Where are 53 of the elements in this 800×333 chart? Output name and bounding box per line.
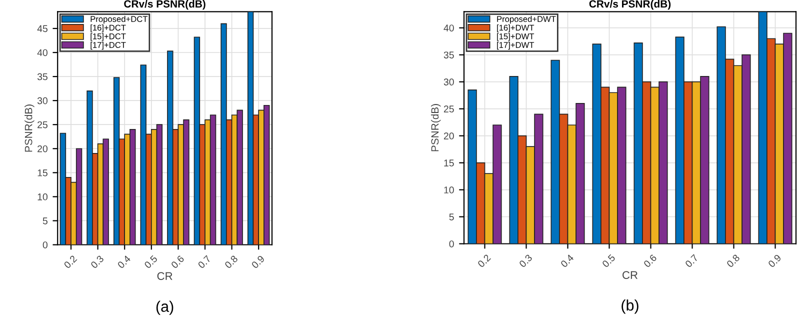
x-tick-label: 0.5 bbox=[144, 254, 158, 269]
text: (b) bbox=[622, 299, 638, 314]
y-tick-label: 0 bbox=[449, 240, 454, 248]
y-tick-label: 40 bbox=[444, 24, 454, 32]
x-tick-label: 0.2 bbox=[63, 255, 78, 269]
y-tick-label: 20 bbox=[444, 132, 454, 140]
x-tick-label: 0.6 bbox=[643, 254, 658, 268]
chart-title: CRv/s PSNR(dB) bbox=[124, 0, 206, 10]
y-tick-label: 5 bbox=[42, 218, 48, 224]
x-tick-label: 0.2 bbox=[477, 254, 492, 268]
y-tick-label: 30 bbox=[444, 78, 454, 86]
legend-label: Proposed+DCT bbox=[90, 16, 148, 24]
y-tick-label: 0 bbox=[42, 241, 48, 248]
y-tick-label: 35 bbox=[37, 73, 48, 80]
bar bbox=[247, 12, 254, 245]
x-axis-title: CR bbox=[622, 271, 638, 279]
legend-label: [17]+DWT bbox=[497, 42, 534, 50]
y-tick-label: 25 bbox=[444, 106, 454, 112]
legend-label: [16]+DCT bbox=[90, 24, 126, 32]
x-tick-label: 0.4 bbox=[117, 254, 132, 269]
legend-label: [17]+DCT bbox=[90, 42, 126, 50]
x-tick-label: 0.7 bbox=[197, 255, 212, 269]
y-axis-title: PSNR(dB) bbox=[430, 104, 441, 152]
x-tick-label: 0.6 bbox=[170, 254, 185, 269]
text: (a) bbox=[156, 300, 174, 315]
x-tick-label: 0.7 bbox=[684, 254, 699, 268]
x-tick-label: 0.3 bbox=[518, 254, 533, 268]
legend-label: [15]+DCT bbox=[90, 33, 126, 41]
y-tick-label: 15 bbox=[38, 169, 48, 176]
y-tick-label: 40 bbox=[37, 49, 48, 56]
y-tick-label: 10 bbox=[444, 186, 454, 194]
y-axis-title: PSNR(dB) bbox=[24, 104, 34, 152]
x-tick-label: 0.5 bbox=[602, 254, 616, 268]
x-axis-title: CR bbox=[157, 272, 172, 280]
y-tick-label: 30 bbox=[37, 97, 48, 104]
y-tick-label: 15 bbox=[444, 160, 454, 166]
bar bbox=[113, 77, 120, 245]
x-tick-label: 0.8 bbox=[726, 254, 740, 268]
x-tick-label: 0.3 bbox=[90, 254, 104, 269]
y-tick-label: 20 bbox=[38, 145, 48, 152]
x-tick-label: 0.9 bbox=[768, 254, 782, 268]
legend-label: [15]+DWT bbox=[497, 33, 534, 41]
y-tick-label: 5 bbox=[449, 214, 454, 220]
y-tick-label: 10 bbox=[38, 193, 48, 200]
x-tick-label: 0.4 bbox=[560, 254, 574, 268]
legend-label: Proposed+DWT bbox=[497, 16, 556, 24]
chart-title: CRv/s PSNR(dB) bbox=[589, 0, 671, 10]
y-tick-label: 35 bbox=[444, 52, 454, 58]
legend-label: [16]+DWT bbox=[497, 24, 534, 32]
x-tick-label: 0.8 bbox=[224, 254, 238, 269]
y-tick-label: 25 bbox=[38, 121, 48, 128]
y-tick-label: 45 bbox=[37, 25, 48, 32]
x-tick-label: 0.9 bbox=[251, 254, 265, 269]
